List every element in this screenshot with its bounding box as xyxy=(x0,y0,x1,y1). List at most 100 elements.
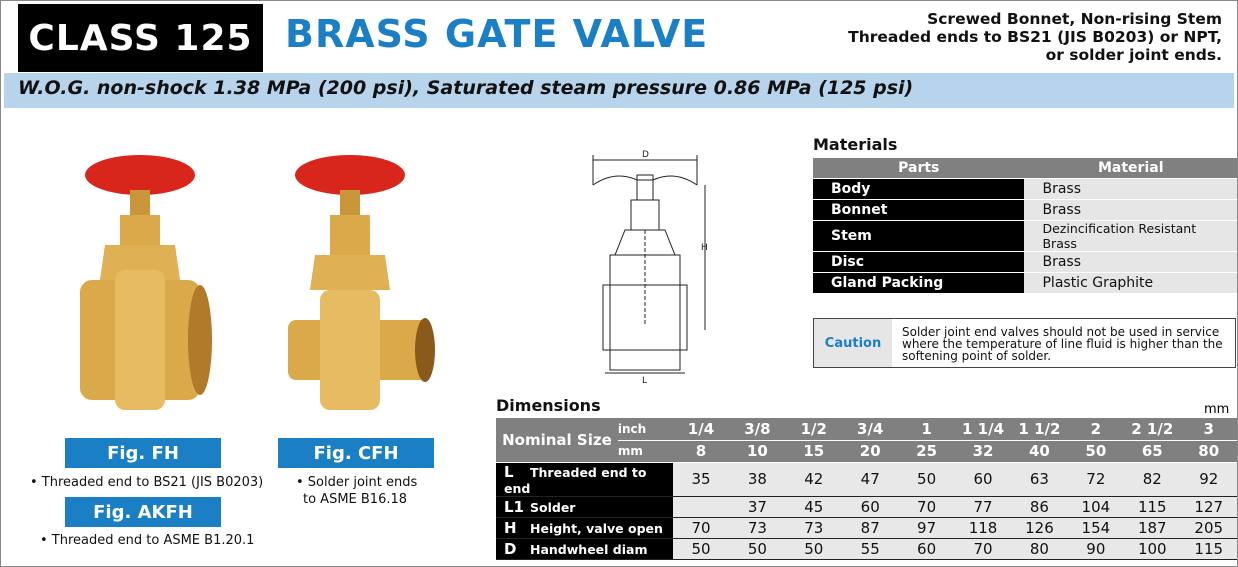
dimension-value: 104 xyxy=(1067,496,1125,518)
table-row: Bonnet Brass xyxy=(813,199,1237,221)
dimension-value: 60 xyxy=(954,462,1012,497)
caution-box: Caution Solder joint end valves should n… xyxy=(813,318,1236,368)
dimension-value: 92 xyxy=(1180,462,1237,497)
dimension-value: 50 xyxy=(672,538,730,560)
mm-size: 10 xyxy=(729,440,786,463)
dimension-value: 187 xyxy=(1124,517,1181,539)
material: Brass xyxy=(1024,199,1237,221)
part: Gland Packing xyxy=(813,272,1025,294)
table-row: D Handwheel diam 50 50 50 55 60 70 80 90 100 115 xyxy=(496,538,1237,560)
dimensions-title: Dimensions xyxy=(496,396,601,415)
pressure-rating: W.O.G. non-shock 1.38 MPa (200 psi), Sat… xyxy=(4,73,1234,108)
dimension-value: 50 xyxy=(898,462,955,497)
dimension-value: 50 xyxy=(729,538,786,560)
table-row: H Height, valve open 70 73 73 87 97 118 126 154 18… xyxy=(496,517,1237,539)
valve-fh-image xyxy=(80,155,212,410)
fig-akfh-note: • Threaded end to ASME B1.20.1 xyxy=(40,533,255,548)
dimension-value: 127 xyxy=(1180,496,1237,518)
dimension-value: 77 xyxy=(954,496,1012,518)
dimension-value: 63 xyxy=(1011,462,1068,497)
inch-size: 1/2 xyxy=(785,418,842,441)
dimension-value: 118 xyxy=(954,517,1012,539)
row-code: D xyxy=(504,539,517,558)
row-label: L Threaded end to end xyxy=(496,462,673,497)
part: Disc xyxy=(813,251,1025,273)
materials-title: Materials xyxy=(813,135,898,154)
dimensions-table: Nominal Size inch 1/4 3/8 1/2 3/4 1 1 1/4 1 1/2 2… xyxy=(496,418,1237,560)
dimension-value: 126 xyxy=(1011,517,1068,539)
note-line: • Solder joint ends xyxy=(296,475,418,490)
mm-size: 40 xyxy=(1011,440,1068,463)
materials-table: Parts Material Body Brass Bonnet Brass Stem… xyxy=(813,158,1237,294)
mm-size: 25 xyxy=(898,440,955,463)
row-label: L1 Solder xyxy=(496,496,673,518)
dimension-value: 70 xyxy=(672,517,730,539)
label-d: D xyxy=(642,150,649,160)
dimension-value: 70 xyxy=(898,496,955,518)
part: Stem xyxy=(813,220,1025,252)
material: Dezincification Resistant Brass xyxy=(1024,220,1237,252)
dimension-value: 90 xyxy=(1067,538,1125,560)
dimension-value: 80 xyxy=(1011,538,1068,560)
inch-size: 2 xyxy=(1067,418,1125,441)
fig-fh-label: Fig. FH xyxy=(65,438,221,468)
mm-size: 32 xyxy=(954,440,1012,463)
fig-cfh-label: Fig. CFH xyxy=(278,438,434,468)
table-row: L Threaded end to end 35 38 42 47 50 60 63 72 82 92 xyxy=(496,462,1237,497)
dimension-value: 35 xyxy=(672,462,730,497)
inch-size: 1 xyxy=(898,418,955,441)
row-code: L1 xyxy=(504,497,524,516)
row-name: Threaded end to end xyxy=(504,464,647,496)
subtitle-line: Screwed Bonnet, Non-rising Stem xyxy=(927,10,1222,28)
table-row: Gland Packing Plastic Graphite xyxy=(813,272,1237,294)
dimension-value: 47 xyxy=(842,462,899,497)
dimension-value: 37 xyxy=(729,496,786,518)
row-name: Handwheel diam xyxy=(530,541,648,557)
dimension-value: 70 xyxy=(954,538,1012,560)
inch-size: 3/4 xyxy=(842,418,899,441)
part: Body xyxy=(813,178,1025,200)
dimension-value: 55 xyxy=(842,538,899,560)
dimension-value: 97 xyxy=(898,517,955,539)
dimension-value: 45 xyxy=(785,496,842,518)
dimension-value: 205 xyxy=(1180,517,1237,539)
dimension-value: 154 xyxy=(1067,517,1125,539)
row-name: Height, valve open xyxy=(530,520,663,536)
mm-size: 50 xyxy=(1067,440,1125,463)
col-header: Material xyxy=(1024,158,1237,179)
inch-size: 1/4 xyxy=(672,418,730,441)
dimension-value: 60 xyxy=(842,496,899,518)
mm-label: mm xyxy=(617,440,673,463)
dimension-value: 115 xyxy=(1124,496,1181,518)
table-row: Disc Brass xyxy=(813,251,1237,273)
dimension-value: 86 xyxy=(1011,496,1068,518)
dimension-value: 73 xyxy=(785,517,842,539)
mm-size: 80 xyxy=(1180,440,1237,463)
col-header: Parts xyxy=(813,158,1025,179)
dimension-value: 50 xyxy=(785,538,842,560)
material: Brass xyxy=(1024,251,1237,273)
fig-cfh-note: • Solder joint ends to ASME B16.18 xyxy=(296,474,417,508)
unit-label: mm xyxy=(1204,402,1230,417)
row-label: D Handwheel diam xyxy=(496,538,673,560)
label-l: L xyxy=(642,376,647,385)
dimension-value: 115 xyxy=(1180,538,1237,560)
table-row: Stem Dezincification Resistant Brass xyxy=(813,220,1237,252)
table-row: L1 Solder 37 45 60 70 77 86 104 115 127 xyxy=(496,496,1237,518)
fig-fh-note: • Threaded end to BS21 (JIS B0203) xyxy=(30,475,264,490)
valve-dimension-drawing: D H L xyxy=(592,150,708,385)
dimension-value: 73 xyxy=(729,517,786,539)
caution-text: Solder joint end valves should not be us… xyxy=(902,325,1223,363)
dimension-value: 82 xyxy=(1124,462,1181,497)
inch-size: 2 1/2 xyxy=(1124,418,1181,441)
mm-size: 65 xyxy=(1124,440,1181,463)
part: Bonnet xyxy=(813,199,1025,221)
mm-size: 15 xyxy=(785,440,842,463)
valve-cfh-image xyxy=(288,155,435,410)
subtitle-line: Threaded ends to BS21 (JIS B0203) or NPT… xyxy=(848,28,1222,46)
dimension-value: 87 xyxy=(842,517,899,539)
dimension-value xyxy=(672,496,730,518)
row-code: L xyxy=(504,462,514,481)
page-title: BRASS GATE VALVE xyxy=(285,12,709,56)
row-name: Solder xyxy=(530,499,576,515)
